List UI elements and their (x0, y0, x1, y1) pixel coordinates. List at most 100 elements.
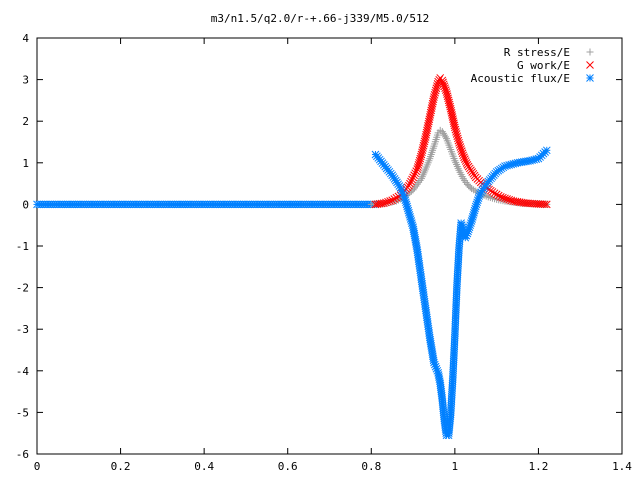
data-point-stroke (388, 196, 397, 205)
data-point-stroke (507, 196, 516, 205)
data-point-stroke (445, 100, 454, 109)
data-point-stroke (448, 113, 457, 121)
data-point (451, 125, 460, 134)
data-point-stroke (452, 130, 461, 138)
data-point-stroke (515, 198, 524, 206)
data-point-stroke (451, 123, 459, 132)
data-point (456, 143, 465, 151)
data-point-stroke (542, 146, 551, 155)
data-point (499, 193, 507, 202)
data-point-stroke (526, 199, 534, 208)
data-point (388, 196, 397, 205)
data-point-stroke (443, 90, 451, 99)
data-point (488, 188, 497, 196)
data-point-stroke (454, 136, 463, 145)
data-point (418, 148, 426, 157)
data-point-stroke (532, 199, 541, 208)
series-layer (33, 74, 551, 440)
data-point-stroke (431, 88, 440, 97)
y-tick-label: 0 (22, 198, 29, 211)
data-point-stroke (412, 167, 421, 175)
data-point-stroke (420, 139, 428, 148)
data-point (542, 146, 551, 155)
data-point (455, 141, 464, 149)
data-point (459, 151, 468, 160)
data-point-stroke (501, 194, 509, 203)
data-point (410, 171, 418, 180)
data-point (439, 129, 447, 137)
y-tick-label: 1 (22, 157, 29, 170)
data-point-stroke (418, 148, 426, 157)
data-point-stroke (494, 191, 503, 200)
data-point-stroke (433, 80, 442, 88)
data-point-stroke (442, 88, 451, 96)
y-tick-label: -5 (16, 406, 29, 419)
data-point-stroke (409, 173, 417, 182)
data-point (441, 133, 449, 141)
y-tick-label: -2 (16, 282, 29, 295)
data-point-stroke (451, 125, 460, 134)
data-point (501, 194, 509, 203)
data-point-stroke (517, 198, 526, 207)
data-point-stroke (505, 195, 514, 204)
data-point-stroke (459, 151, 468, 160)
plot-frame (36, 37, 623, 455)
data-point-stroke (386, 197, 394, 205)
data-point (461, 157, 470, 165)
data-point (421, 135, 429, 144)
data-point-stroke (441, 86, 450, 94)
data-point-stroke (390, 195, 399, 203)
axes: 0 0.2 0.4 0.6 0.8 1 1.2 1.4 4 3 2 1 0 -1 -2 -3 -4 -5 -6 (16, 32, 633, 473)
data-point (390, 195, 399, 203)
data-point (431, 88, 440, 97)
data-point (460, 153, 468, 162)
data-point (420, 139, 428, 148)
data-point-stroke (540, 200, 549, 209)
data-point (429, 95, 438, 104)
chart-title: m3/n1.5/q2.0/r-+.66-j339/M5.0/512 (211, 12, 430, 25)
data-point (392, 193, 401, 202)
legend-marker (586, 48, 594, 56)
data-point (419, 144, 427, 152)
legend-label: G work/E (517, 59, 570, 72)
y-tick-label: -4 (16, 365, 30, 378)
series-1 (371, 74, 551, 209)
data-point-stroke (416, 152, 425, 161)
data-point (408, 175, 416, 184)
data-point-stroke (445, 98, 453, 107)
data-point-stroke (460, 153, 468, 162)
data-point-stroke (410, 171, 418, 180)
data-point (494, 191, 503, 200)
data-point-stroke (421, 135, 429, 144)
data-point-stroke (492, 190, 501, 199)
data-point-stroke (453, 134, 462, 143)
data-point (455, 138, 463, 147)
data-point (386, 197, 394, 205)
legend-label: Acoustic flux/E (471, 72, 570, 85)
x-tick-label: 1.4 (612, 460, 632, 473)
data-point (496, 193, 505, 201)
data-point (454, 136, 463, 145)
y-tick-label: -6 (16, 448, 29, 461)
legend-marker-stroke (586, 61, 594, 69)
data-point-stroke (496, 193, 505, 201)
data-point-stroke (439, 78, 447, 87)
data-point-stroke (511, 197, 520, 206)
data-point-stroke (457, 145, 465, 153)
data-point-stroke (439, 80, 448, 89)
data-point (490, 189, 499, 198)
data-point (457, 147, 466, 156)
data-point-stroke (503, 195, 511, 203)
y-tick-label: 3 (22, 74, 29, 87)
data-point (540, 200, 549, 209)
data-point (432, 84, 441, 93)
data-point (438, 128, 446, 136)
series-2 (371, 146, 551, 440)
data-point (431, 86, 440, 95)
data-point (417, 150, 426, 159)
x-tick-label: 0 (34, 460, 41, 473)
data-point-stroke (435, 75, 444, 84)
data-point (452, 127, 460, 136)
data-point-stroke (447, 106, 455, 115)
